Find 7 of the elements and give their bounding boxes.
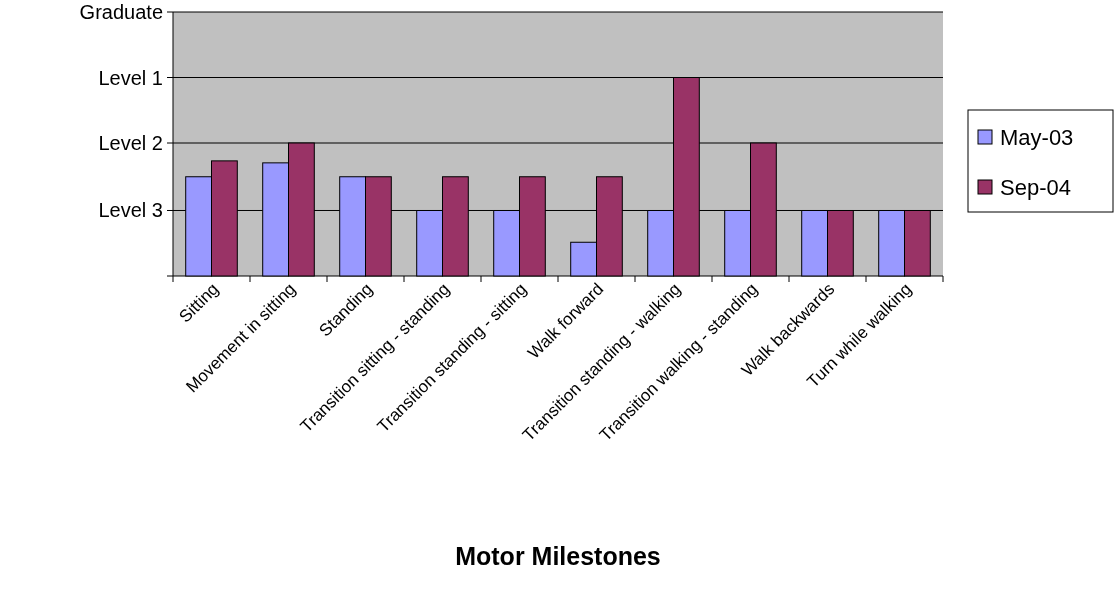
text: May-03 bbox=[1000, 124, 1074, 150]
ref-line-label: Level 3 bbox=[98, 199, 163, 222]
x-axis-title: Motor Milestones bbox=[455, 542, 661, 570]
ref-line-label: Level 2 bbox=[98, 132, 163, 155]
ref-line-label: Graduate bbox=[79, 1, 163, 23]
ref-line-label: Level 1 bbox=[98, 66, 163, 89]
text: Sep-04 bbox=[1000, 174, 1071, 200]
